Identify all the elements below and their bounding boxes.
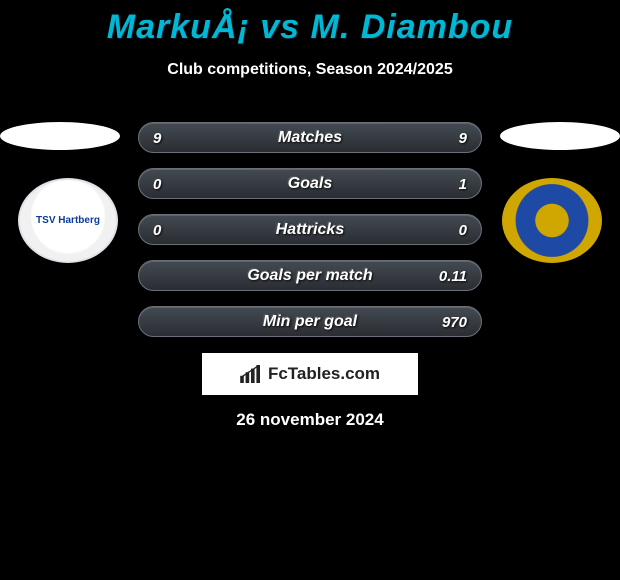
stat-label: Min per goal [263,313,357,331]
brand-badge: FcTables.com [202,353,418,395]
stat-row: 9 Matches 9 [138,122,482,153]
page-title: MarkuÅ¡ vs M. Diambou [0,0,620,47]
stat-label: Matches [278,129,342,147]
stats-list: 9 Matches 9 0 Goals 1 0 Hattricks 0 Goal… [138,122,482,352]
stat-right-value: 9 [459,123,467,154]
stat-row: 0 Hattricks 0 [138,214,482,245]
stat-row: Goals per match 0.11 [138,260,482,291]
date-label: 26 november 2024 [0,410,620,430]
player-left-photo [0,122,120,150]
stat-row: 0 Goals 1 [138,168,482,199]
stat-label: Goals per match [247,267,372,285]
bars-icon [240,365,262,383]
stat-label: Goals [288,175,332,193]
stat-right-value: 1 [459,169,467,200]
subtitle: Club competitions, Season 2024/2025 [0,61,620,79]
stat-left-value: 9 [153,123,161,154]
player-right-photo [500,122,620,150]
stat-right-value: 0.11 [439,261,467,292]
brand-text: FcTables.com [268,364,380,384]
stat-right-value: 970 [442,307,467,338]
comparison-card: MarkuÅ¡ vs M. Diambou Club competitions,… [0,0,620,580]
stat-label: Hattricks [276,221,344,239]
stat-left-value: 0 [153,215,161,246]
stat-left-value: 0 [153,169,161,200]
club-badge-left [18,178,118,263]
stat-right-value: 0 [459,215,467,246]
club-badge-right [502,178,602,263]
stat-row: Min per goal 970 [138,306,482,337]
